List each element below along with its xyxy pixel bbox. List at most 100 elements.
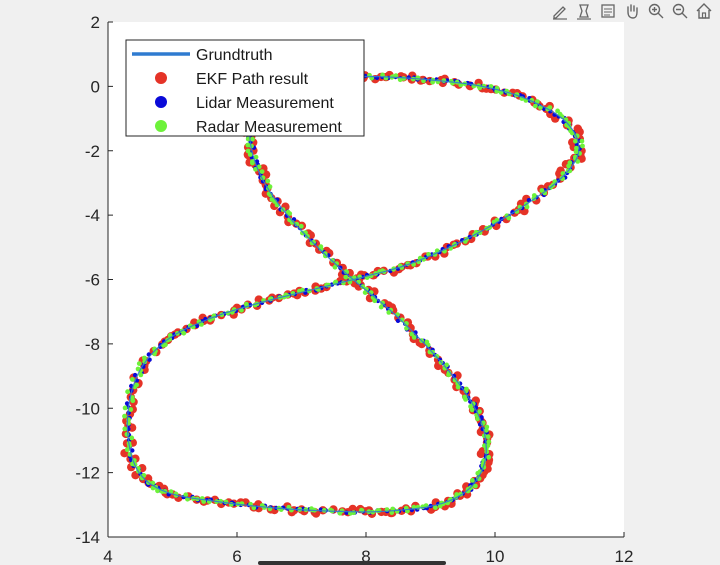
- data-point: [124, 432, 130, 437]
- data-point: [506, 215, 512, 221]
- data-point: [138, 372, 144, 378]
- home-icon[interactable]: [694, 1, 714, 21]
- data-point: [452, 377, 458, 383]
- data-point: [574, 145, 579, 151]
- data-point: [125, 389, 130, 395]
- data-point: [130, 448, 135, 453]
- data-point: [485, 434, 491, 440]
- data-point: [122, 405, 128, 411]
- data-point: [334, 261, 339, 266]
- data-point: [473, 483, 478, 489]
- data-point: [343, 274, 349, 280]
- data-point: [183, 492, 189, 498]
- y-tick-label: -4: [85, 206, 100, 225]
- zoom-out-icon[interactable]: [670, 1, 690, 21]
- insert-legend-icon[interactable]: [574, 1, 594, 21]
- data-point: [484, 424, 490, 430]
- data-point: [245, 148, 251, 154]
- data-point: [430, 79, 435, 85]
- data-point: [181, 330, 187, 336]
- data-point: [253, 154, 259, 160]
- data-point: [247, 152, 253, 157]
- data-point: [128, 407, 134, 412]
- data-point: [424, 339, 430, 345]
- y-tick-label: -2: [85, 142, 100, 161]
- data-cursor-icon[interactable]: [598, 1, 618, 21]
- data-point: [129, 435, 135, 441]
- legend-entry-label: Radar Measurement: [196, 119, 342, 136]
- legend-swatch-marker: [155, 72, 167, 84]
- y-tick-label: -8: [85, 335, 100, 354]
- x-tick-label: 12: [615, 547, 634, 565]
- data-point: [454, 492, 460, 497]
- data-point: [124, 401, 130, 406]
- data-point: [318, 244, 324, 250]
- data-point: [575, 159, 581, 164]
- data-point: [311, 239, 316, 245]
- data-point: [455, 384, 461, 390]
- legend-swatch-marker: [155, 120, 167, 132]
- x-tick-label: 4: [103, 547, 112, 565]
- data-point: [477, 409, 482, 415]
- data-point: [579, 138, 585, 144]
- data-point: [267, 184, 273, 190]
- data-point: [265, 178, 271, 184]
- zoom-in-icon[interactable]: [646, 1, 666, 21]
- data-point: [199, 322, 204, 327]
- y-tick-label: -14: [75, 528, 100, 547]
- data-point: [462, 394, 467, 400]
- data-point: [124, 447, 130, 453]
- data-point: [136, 361, 142, 366]
- data-point: [475, 416, 480, 422]
- data-point: [256, 164, 262, 170]
- data-point: [378, 304, 384, 310]
- data-point: [411, 335, 417, 340]
- edit-plot-icon[interactable]: [550, 1, 570, 21]
- data-point: [130, 377, 135, 382]
- data-point: [415, 75, 420, 81]
- figure-toolbar: [544, 0, 720, 22]
- x-tick-label: 10: [486, 547, 505, 565]
- data-point: [364, 286, 369, 292]
- y-tick-label: -6: [85, 271, 100, 290]
- y-tick-label: 0: [91, 77, 100, 96]
- data-point: [399, 317, 405, 323]
- data-point: [322, 251, 328, 256]
- legend-entry-label: Grundtruth: [196, 47, 272, 64]
- plot-area: [120, 70, 586, 518]
- data-point: [259, 169, 265, 175]
- axes: 2 0 -2 -4 -6 -8 -10 -12 -144 6 8 10 12: [75, 13, 633, 565]
- data-point: [253, 166, 258, 172]
- data-point: [395, 318, 401, 323]
- data-point: [573, 138, 578, 144]
- y-tick-label: -12: [75, 464, 100, 483]
- pan-icon[interactable]: [622, 1, 642, 21]
- data-point: [486, 454, 492, 460]
- data-point: [566, 124, 572, 129]
- data-point: [122, 426, 128, 432]
- data-point: [433, 505, 438, 510]
- data-point: [455, 381, 461, 387]
- y-tick-label: -10: [75, 399, 100, 418]
- legend-entry-label: EKF Path result: [196, 71, 309, 88]
- data-point: [555, 108, 560, 114]
- data-point: [351, 510, 356, 516]
- data-point: [132, 372, 138, 378]
- data-point: [269, 197, 275, 202]
- legend[interactable]: Grundtruth EKF Path result Lidar Measureme…: [125, 39, 365, 137]
- bottom-scrollbar[interactable]: [258, 561, 446, 565]
- data-point: [566, 163, 571, 169]
- data-point: [289, 507, 294, 513]
- data-point: [130, 398, 136, 404]
- x-tick-label: 6: [232, 547, 241, 565]
- data-point: [360, 284, 366, 289]
- data-point: [517, 204, 523, 210]
- data-point: [250, 136, 255, 142]
- data-point: [524, 204, 530, 210]
- legend-swatch-marker: [155, 96, 167, 108]
- data-point: [285, 209, 291, 215]
- data-point: [380, 72, 385, 78]
- data-point: [250, 159, 255, 164]
- data-point: [142, 355, 147, 361]
- data-point: [300, 230, 305, 236]
